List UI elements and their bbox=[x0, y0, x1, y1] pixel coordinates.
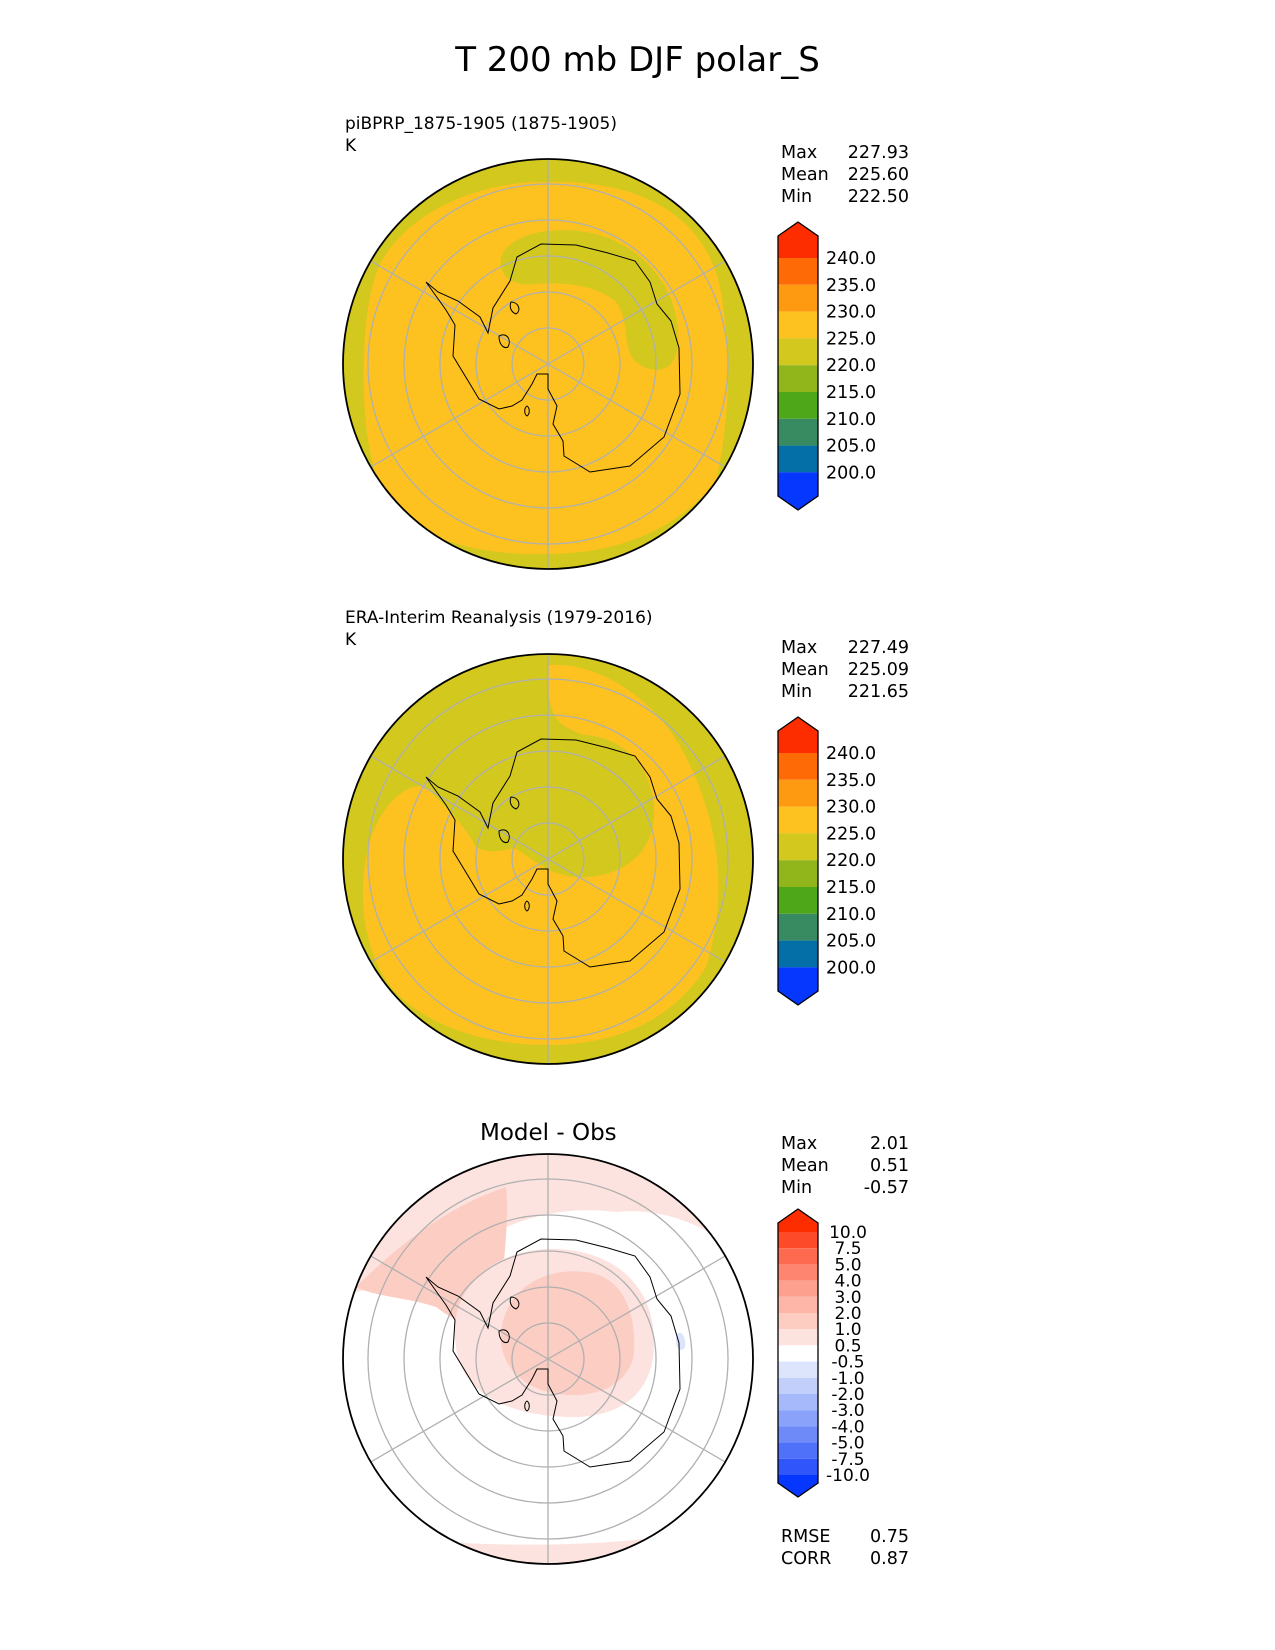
colorbar-tick: -3.0 bbox=[831, 1401, 864, 1421]
colorbar-tick: 10.0 bbox=[829, 1223, 867, 1243]
panel3-title: Model - Obs bbox=[480, 1120, 617, 1146]
colorbar-tick: 5.0 bbox=[834, 1255, 861, 1275]
panel1-colorbar: 240.0 235.0 230.0 225.0 220.0 215.0 210.… bbox=[777, 221, 876, 511]
metric-corr: 0.87 bbox=[870, 1549, 909, 1569]
diff-negative-patch bbox=[676, 1332, 686, 1350]
colorbar-tick: 4.0 bbox=[834, 1272, 861, 1292]
panel3-stats: Max 2.01 Mean 0.51 Min -0.57 bbox=[781, 1134, 909, 1198]
colorbar-tick: 200.0 bbox=[826, 958, 876, 978]
colorbar-tick: 235.0 bbox=[826, 276, 876, 296]
colorbar-tick: -0.5 bbox=[831, 1353, 864, 1373]
stat-max: 227.93 bbox=[847, 143, 909, 163]
colorbar-tick: 2.0 bbox=[834, 1304, 861, 1324]
panel1-units: K bbox=[345, 136, 357, 156]
panel1-map bbox=[342, 158, 754, 570]
panel2-stats: Max 227.49 Mean 225.09 Min 221.65 bbox=[781, 638, 909, 702]
stat-max: 227.49 bbox=[847, 638, 909, 658]
colorbar-tick: 7.5 bbox=[834, 1239, 861, 1259]
colorbar-tick: 0.5 bbox=[834, 1336, 861, 1356]
colorbar-tick: 225.0 bbox=[826, 329, 876, 349]
colorbar-tick: 210.0 bbox=[826, 905, 876, 925]
panel3-map bbox=[342, 1153, 754, 1565]
colorbar-tick: 3.0 bbox=[834, 1288, 861, 1308]
graticule bbox=[367, 159, 729, 569]
panel3-metrics: RMSE 0.75 CORR 0.87 bbox=[781, 1527, 909, 1569]
field-cool-region bbox=[486, 734, 655, 878]
coastline bbox=[425, 243, 681, 473]
colorbar-tick: -4.0 bbox=[831, 1417, 864, 1437]
colorbar-tick: 215.0 bbox=[826, 383, 876, 403]
colorbar-tick: 230.0 bbox=[826, 303, 876, 323]
diff-positive-core bbox=[500, 1271, 635, 1396]
panel1-stats: Max 227.93 Mean 225.60 Min 222.50 bbox=[781, 143, 909, 207]
panel2-colorbar: 240.0 235.0 230.0 225.0 220.0 215.0 210.… bbox=[777, 716, 876, 1006]
panel3-colorbar: 10.0 7.5 5.0 4.0 3.0 2.0 1.0 0.5 -0.5 -1… bbox=[777, 1208, 870, 1498]
colorbar-tick: 240.0 bbox=[826, 249, 876, 269]
colorbar-tick: 220.0 bbox=[826, 356, 876, 376]
map-border bbox=[342, 1153, 754, 1565]
colorbar-tick: 225.0 bbox=[826, 824, 876, 844]
stat-mean: 225.60 bbox=[847, 165, 909, 185]
colorbar-tick: 205.0 bbox=[826, 437, 876, 457]
colorbar-tick: 200.0 bbox=[826, 463, 876, 483]
stat-min: 221.65 bbox=[847, 682, 909, 702]
colorbar-tick: -7.5 bbox=[831, 1450, 864, 1470]
map-border bbox=[342, 158, 754, 570]
colorbar-tick: 1.0 bbox=[834, 1320, 861, 1340]
colorbar-tick: 235.0 bbox=[826, 771, 876, 791]
stat-max: 2.01 bbox=[870, 1134, 909, 1154]
stat-min: -0.57 bbox=[863, 1178, 909, 1198]
figure-title: T 200 mb DJF polar_S bbox=[455, 40, 820, 80]
colorbar-tick: -5.0 bbox=[831, 1434, 864, 1454]
colorbar-tick: -2.0 bbox=[831, 1385, 864, 1405]
panel1-title: piBPRP_1875-1905 (1875-1905) K bbox=[345, 113, 617, 157]
panel2-obs-name: ERA-Interim Reanalysis (1979-2016) bbox=[345, 608, 653, 628]
stat-mean: 225.09 bbox=[847, 660, 909, 680]
panel2-map bbox=[342, 653, 754, 1065]
colorbar-tick: -1.0 bbox=[831, 1369, 864, 1389]
graticule bbox=[367, 654, 729, 1064]
colorbar-tick: 210.0 bbox=[826, 410, 876, 430]
map-border bbox=[342, 653, 754, 1065]
colorbar-tick: 230.0 bbox=[826, 798, 876, 818]
colorbar-tick: 240.0 bbox=[826, 744, 876, 764]
colorbar-tick: 220.0 bbox=[826, 851, 876, 871]
coastline bbox=[425, 1238, 681, 1468]
field-cool-region bbox=[500, 230, 679, 370]
stat-min: 222.50 bbox=[847, 187, 909, 207]
panel1-model-name: piBPRP_1875-1905 (1875-1905) bbox=[345, 114, 617, 134]
panel2-title: ERA-Interim Reanalysis (1979-2016) K bbox=[345, 607, 653, 651]
colorbar-tick: -10.0 bbox=[826, 1466, 870, 1486]
graticule bbox=[367, 1154, 729, 1564]
colorbar-tick: 205.0 bbox=[826, 932, 876, 952]
stat-mean: 0.51 bbox=[870, 1156, 909, 1176]
coastline bbox=[425, 738, 681, 968]
panel2-units: K bbox=[345, 630, 357, 650]
metric-rmse: 0.75 bbox=[870, 1527, 909, 1547]
colorbar-tick: 215.0 bbox=[826, 878, 876, 898]
